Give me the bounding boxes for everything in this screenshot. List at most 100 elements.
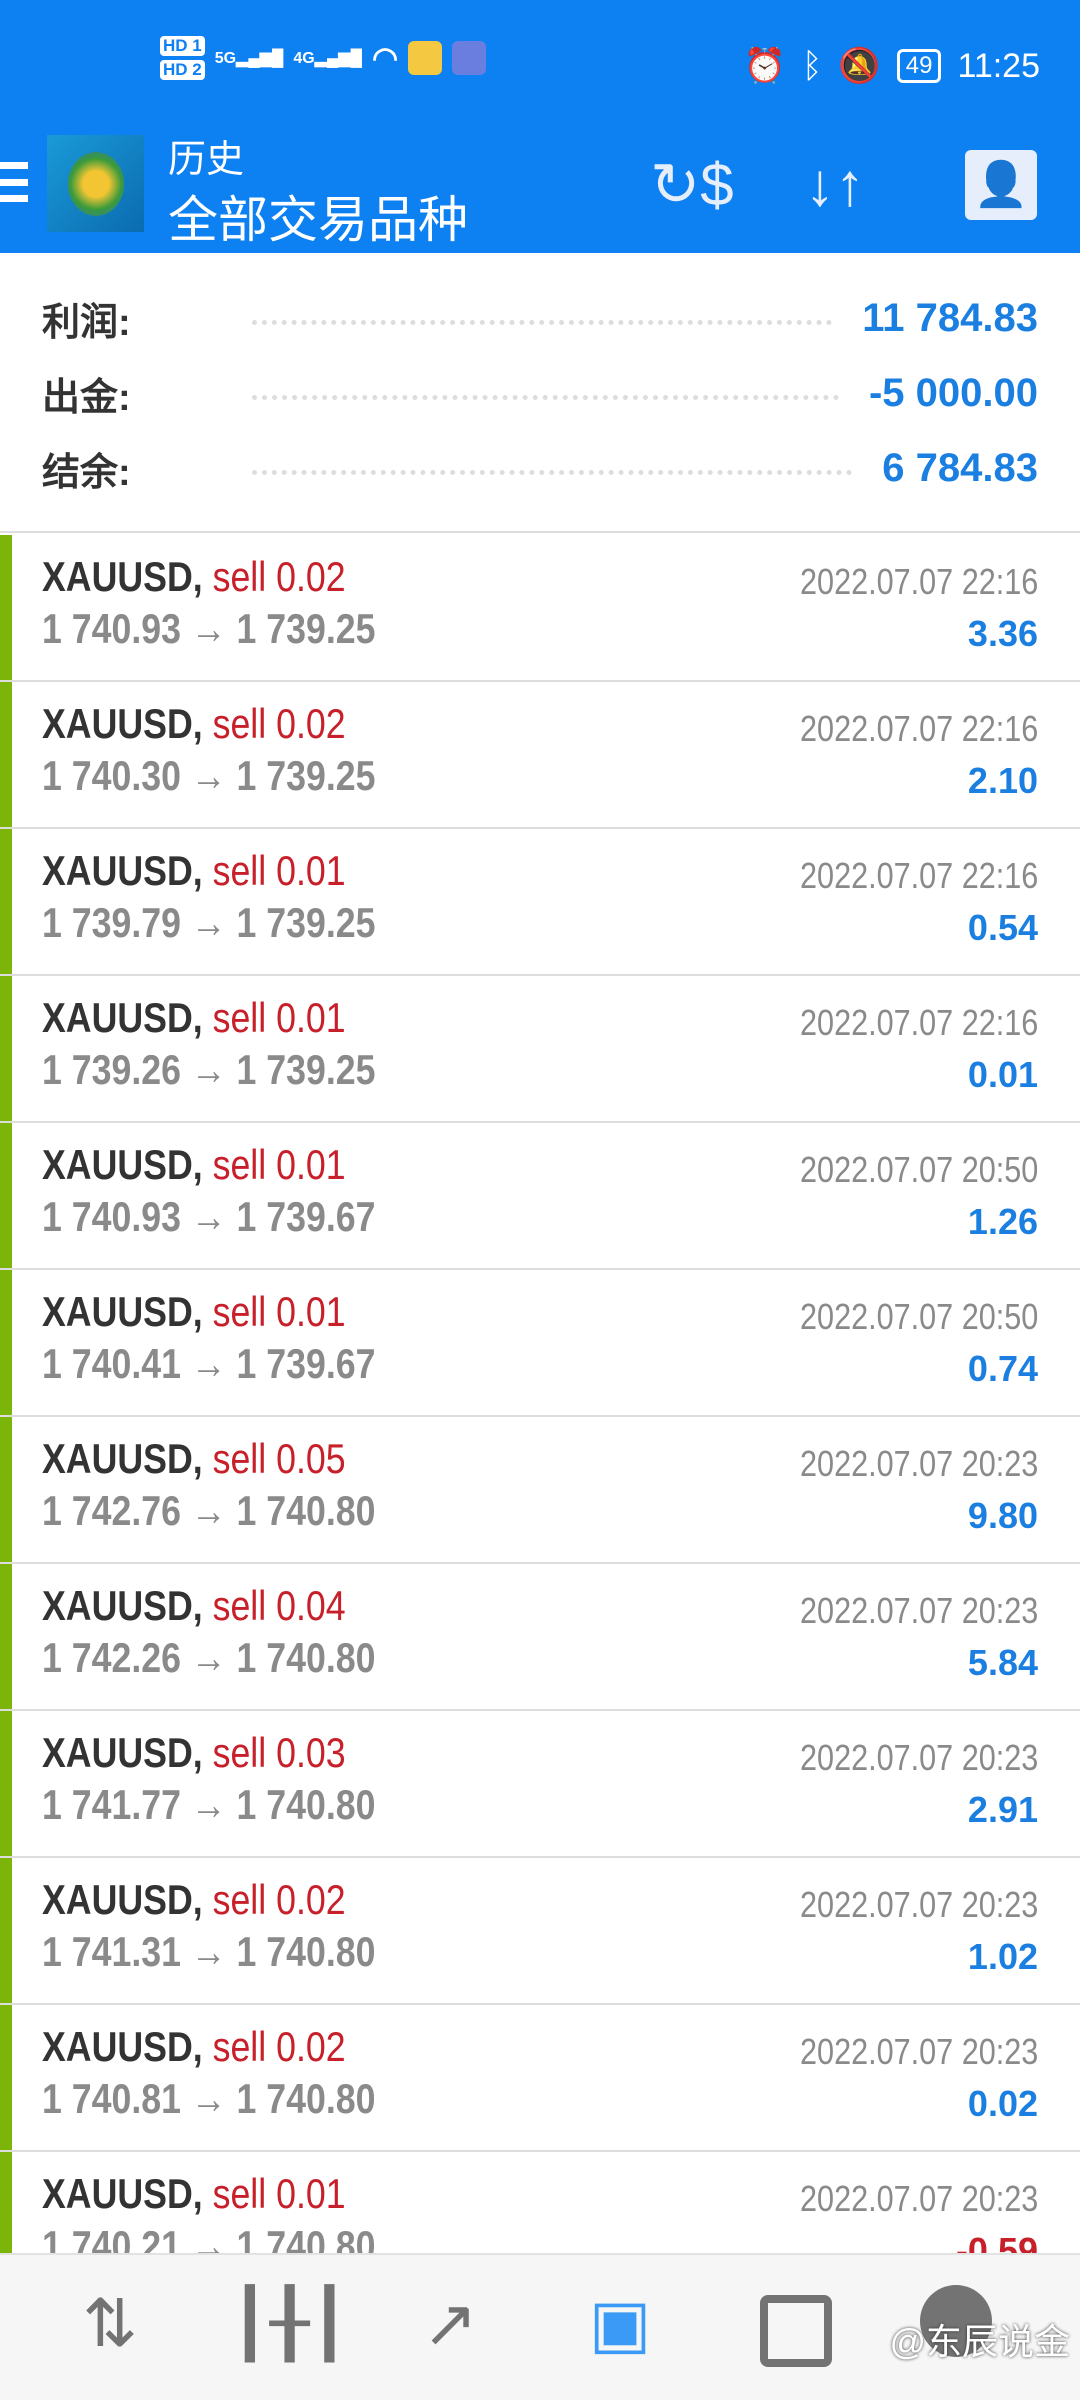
calendar-icon[interactable]: 👤 [965, 150, 1037, 220]
symbol: XAUUSD, [42, 700, 203, 747]
trade-row[interactable]: XAUUSD, sell 0.02 1 740.93 → 1 739.25 20… [0, 535, 1080, 682]
symbol: XAUUSD, [42, 1288, 203, 1335]
trade-side: sell 0.05 [212, 1435, 346, 1482]
trade-prices: 1 740.81 → 1 740.80 [42, 2075, 376, 2122]
sort-icon[interactable]: ↓↑ [805, 151, 865, 218]
bluetooth-icon: ᛒ [801, 46, 823, 85]
chart-icon[interactable]: ┃╂┃ [230, 2286, 350, 2360]
summary-panel: 利润: 11 784.83 出金: -5 000.00 结余: 6 784.83 [0, 253, 1080, 533]
summary-profit: 利润: 11 784.83 [42, 288, 1038, 348]
signal-4g-icon: 4G▂▄▆█ [293, 50, 362, 67]
trade-time: 2022.07.07 20:23 [799, 1443, 1038, 1484]
symbol: XAUUSD, [42, 994, 203, 1041]
row-marker [0, 1858, 12, 2003]
row-marker [0, 1123, 12, 1268]
trade-prices: 1 739.79 → 1 739.25 [42, 899, 376, 946]
label: 出金: [42, 376, 131, 419]
trade-time: 2022.07.07 20:50 [799, 1149, 1038, 1190]
news-icon[interactable] [760, 2295, 832, 2367]
trade-prices: 1 741.31 → 1 740.80 [42, 1928, 376, 1975]
trade-prices: 1 742.76 → 1 740.80 [42, 1487, 376, 1534]
trade-side: sell 0.01 [212, 847, 346, 894]
trade-prices: 1 740.30 → 1 739.25 [42, 752, 376, 799]
row-marker [0, 2152, 12, 2253]
menu-icon[interactable] [0, 162, 28, 202]
page-title: 历史 [168, 139, 245, 181]
trade-time: 2022.07.07 20:23 [799, 1590, 1038, 1631]
trade-row[interactable]: XAUUSD, sell 0.01 1 739.26 → 1 739.25 20… [0, 976, 1080, 1123]
status-left-icons: HD 1 HD 2 5G▂▄▆█ 4G▂▄▆█ ◠ [160, 36, 487, 80]
trade-row[interactable]: XAUUSD, sell 0.03 1 741.77 → 1 740.80 20… [0, 1711, 1080, 1858]
trade-symbol: XAUUSD, sell 0.01 [42, 1141, 346, 1189]
trade-row[interactable]: XAUUSD, sell 0.04 1 742.26 → 1 740.80 20… [0, 1564, 1080, 1711]
mute-icon: 🔕 [838, 47, 881, 85]
trade-profit: -0.59 [955, 2230, 1038, 2253]
symbol-filter[interactable]: 全部交易品种 [168, 192, 468, 248]
trade-time: 2022.07.07 20:23 [799, 2178, 1038, 2219]
signal-5g-icon: 5G▂▄▆█ [214, 50, 284, 67]
trade-symbol: XAUUSD, sell 0.01 [42, 994, 346, 1042]
trade-row[interactable]: XAUUSD, sell 0.01 1 740.21 → 1 740.80 20… [0, 2152, 1080, 2253]
symbol: XAUUSD, [42, 1141, 203, 1188]
trade-symbol: XAUUSD, sell 0.02 [42, 1876, 346, 1924]
row-marker [0, 2005, 12, 2150]
quotes-icon[interactable]: ⇅ [82, 2286, 138, 2360]
trade-symbol: XAUUSD, sell 0.04 [42, 1582, 346, 1630]
trade-symbol: XAUUSD, sell 0.03 [42, 1729, 346, 1777]
trade-prices: 1 740.41 → 1 739.67 [42, 1340, 376, 1387]
history-icon[interactable]: ▣ [588, 2286, 652, 2360]
mt4-logo [47, 135, 144, 232]
dots [252, 469, 853, 475]
trade-time: 2022.07.07 22:16 [799, 855, 1038, 896]
value: -5 000.00 [868, 370, 1038, 415]
trade-profit: 0.01 [967, 1054, 1038, 1095]
trade-side: sell 0.04 [212, 1582, 346, 1629]
trade-side: sell 0.01 [212, 1141, 346, 1188]
trade-symbol: XAUUSD, sell 0.01 [42, 1288, 346, 1336]
row-marker [0, 829, 12, 974]
label: 结余: [42, 451, 131, 494]
trade-row[interactable]: XAUUSD, sell 0.02 1 740.81 → 1 740.80 20… [0, 2005, 1080, 2152]
trade-prices: 1 740.21 → 1 740.80 [42, 2222, 376, 2253]
trade-row[interactable]: XAUUSD, sell 0.01 1 739.79 → 1 739.25 20… [0, 829, 1080, 976]
trade-row[interactable]: XAUUSD, sell 0.01 1 740.93 → 1 739.67 20… [0, 1123, 1080, 1270]
trade-prices: 1 741.77 → 1 740.80 [42, 1781, 376, 1828]
trade-side: sell 0.01 [212, 2170, 346, 2217]
trade-side: sell 0.02 [212, 700, 346, 747]
trade-time: 2022.07.07 22:16 [799, 708, 1038, 749]
symbol: XAUUSD, [42, 2170, 203, 2217]
trade-list[interactable]: XAUUSD, sell 0.02 1 740.93 → 1 739.25 20… [0, 535, 1080, 2253]
hd-icon: HD 1 HD 2 [160, 36, 205, 80]
deposit-icon[interactable]: ↻$ [650, 151, 734, 218]
trade-time: 2022.07.07 20:23 [799, 1737, 1038, 1778]
wifi-icon: ◠ [371, 41, 399, 75]
trade-time: 2022.07.07 20:23 [799, 1884, 1038, 1925]
trade-side: sell 0.02 [212, 553, 346, 600]
trade-prices: 1 740.93 → 1 739.67 [42, 1193, 376, 1240]
trade-side: sell 0.01 [212, 994, 346, 1041]
trade-row[interactable]: XAUUSD, sell 0.01 1 740.41 → 1 739.67 20… [0, 1270, 1080, 1417]
trade-time: 2022.07.07 22:16 [799, 561, 1038, 602]
app-bar: HD 1 HD 2 5G▂▄▆█ 4G▂▄▆█ ◠ ⏰ ᛒ 🔕 49 11:25… [0, 0, 1080, 253]
weibo-icon [408, 41, 443, 75]
trade-icon[interactable]: ↗ [422, 2286, 478, 2360]
row-marker [0, 1711, 12, 1856]
trade-profit: 5.84 [967, 1642, 1038, 1683]
trade-profit: 3.36 [967, 613, 1038, 654]
summary-withdrawal: 出金: -5 000.00 [42, 363, 1038, 423]
hd-2-label: HD 2 [160, 60, 205, 80]
watermark: @东辰说金 [889, 2321, 1070, 2362]
app-icon [452, 41, 487, 75]
status-bar: HD 1 HD 2 5G▂▄▆█ 4G▂▄▆█ ◠ ⏰ ᛒ 🔕 49 11:25 [160, 36, 1040, 106]
trade-row[interactable]: XAUUSD, sell 0.02 1 741.31 → 1 740.80 20… [0, 1858, 1080, 2005]
chat-icon[interactable] [920, 2285, 992, 2357]
battery-icon: 49 [896, 49, 942, 83]
symbol: XAUUSD, [42, 847, 203, 894]
row-marker [0, 1417, 12, 1562]
trade-row[interactable]: XAUUSD, sell 0.02 1 740.30 → 1 739.25 20… [0, 682, 1080, 829]
trade-row[interactable]: XAUUSD, sell 0.05 1 742.76 → 1 740.80 20… [0, 1417, 1080, 1564]
trade-profit: 0.74 [967, 1348, 1038, 1389]
trade-symbol: XAUUSD, sell 0.05 [42, 1435, 346, 1483]
trade-side: sell 0.03 [212, 1729, 346, 1776]
trade-profit: 2.10 [967, 760, 1038, 801]
